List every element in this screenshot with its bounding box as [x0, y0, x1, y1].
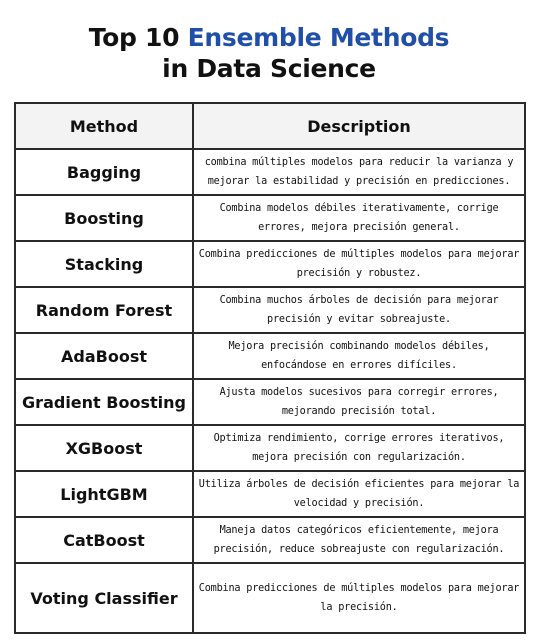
table-row: Stacking Combina predicciones de múltipl…	[14, 240, 526, 288]
method-name: Gradient Boosting	[14, 378, 194, 426]
table-row: Boosting Combina modelos débiles iterati…	[14, 194, 526, 242]
title-line-2: in Data Science	[162, 54, 376, 83]
method-name: LightGBM	[14, 470, 194, 518]
method-description: Combina muchos árboles de decisión para …	[192, 286, 526, 334]
method-description: Mejora precisión combinando modelos débi…	[192, 332, 526, 380]
method-description: Combina predicciones de múltiples modelo…	[192, 240, 526, 288]
method-name: AdaBoost	[14, 332, 194, 380]
title-line-1: Top 10 Ensemble Methods	[0, 22, 538, 53]
table-row: Random Forest Combina muchos árboles de …	[14, 286, 526, 334]
table-row: XGBoost Optimiza rendimiento, corrige er…	[14, 424, 526, 472]
method-description: Combina modelos débiles iterativamente, …	[192, 194, 526, 242]
table-row: Gradient Boosting Ajusta modelos sucesiv…	[14, 378, 526, 426]
method-name: Bagging	[14, 148, 194, 196]
table-row: Voting Classifier Combina predicciones d…	[14, 562, 526, 634]
table-header-row: Method Description	[14, 102, 526, 150]
method-name: Voting Classifier	[14, 562, 194, 634]
table-row: AdaBoost Mejora precisión combinando mod…	[14, 332, 526, 380]
method-name: XGBoost	[14, 424, 194, 472]
method-description: Maneja datos categóricos eficientemente,…	[192, 516, 526, 564]
title-prefix: Top 10	[88, 23, 188, 52]
method-description: Optimiza rendimiento, corrige errores it…	[192, 424, 526, 472]
method-name: CatBoost	[14, 516, 194, 564]
table-row: Bagging combina múltiples modelos para r…	[14, 148, 526, 196]
method-description: Ajusta modelos sucesivos para corregir e…	[192, 378, 526, 426]
table-row: CatBoost Maneja datos categóricos eficie…	[14, 516, 526, 564]
method-name: Random Forest	[14, 286, 194, 334]
method-name: Stacking	[14, 240, 194, 288]
method-description: Combina predicciones de múltiples modelo…	[192, 562, 526, 634]
header-description: Description	[192, 102, 526, 150]
methods-table: Method Description Bagging combina múlti…	[14, 102, 526, 634]
method-name: Boosting	[14, 194, 194, 242]
page-title: Top 10 Ensemble Methods in Data Science	[0, 22, 538, 84]
method-description: combina múltiples modelos para reducir l…	[192, 148, 526, 196]
title-accent: Ensemble Methods	[187, 23, 450, 52]
method-description: Utiliza árboles de decisión eficientes p…	[192, 470, 526, 518]
table-row: LightGBM Utiliza árboles de decisión efi…	[14, 470, 526, 518]
header-method: Method	[14, 102, 194, 150]
